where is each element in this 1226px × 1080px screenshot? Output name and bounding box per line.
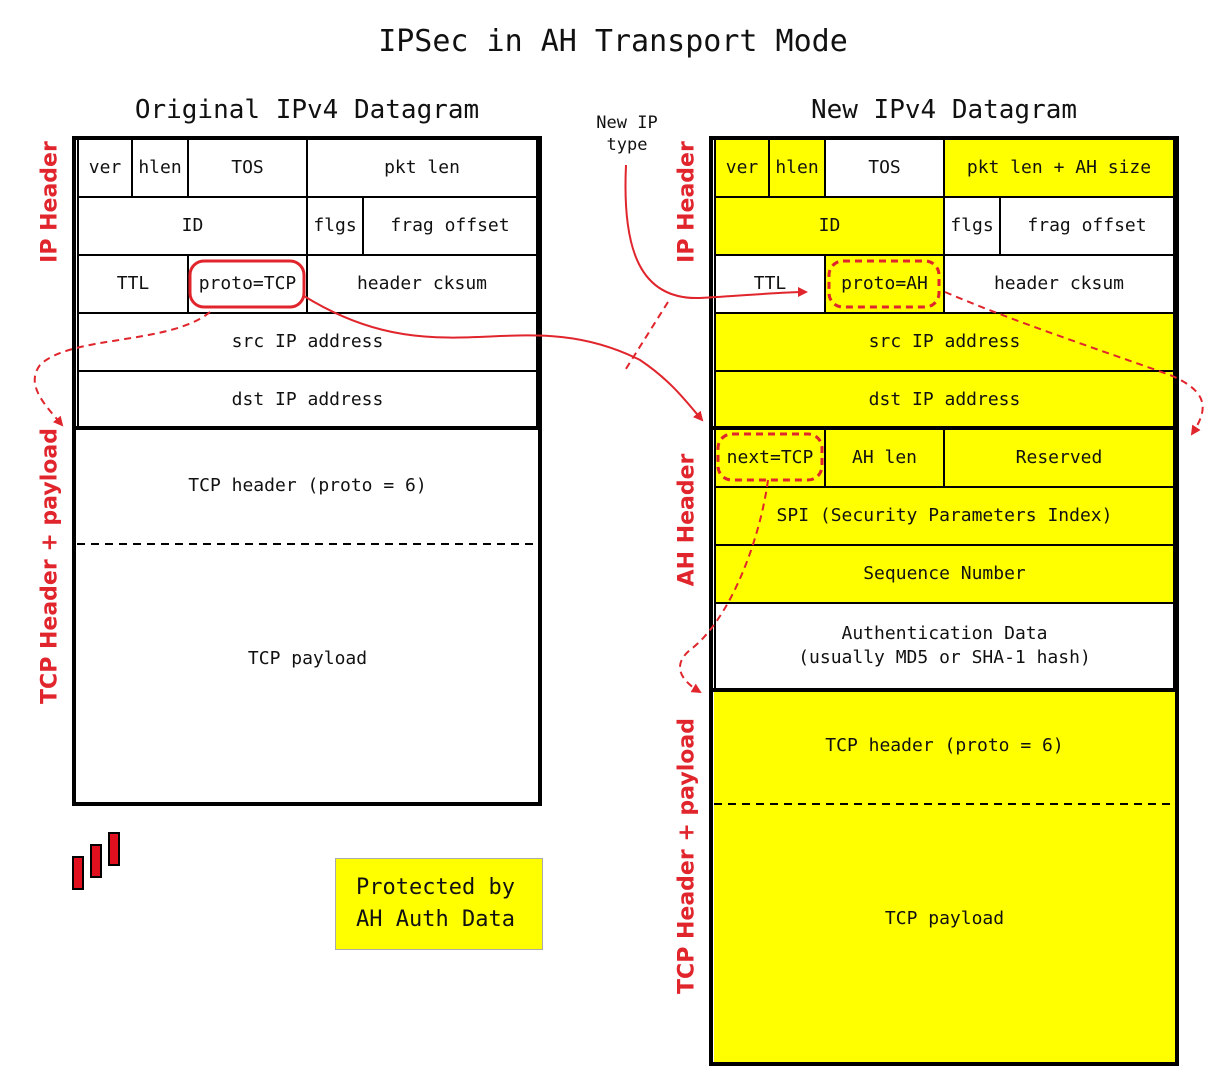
orig-proto-label: proto=TCP — [198, 272, 297, 294]
legend-box: Protected by AH Auth Data — [335, 858, 543, 950]
annotation-line2: type — [606, 135, 648, 156]
annotation-line1: New IP — [596, 113, 658, 133]
original-datagram-title: Original IPv4 Datagram — [134, 95, 480, 125]
new-datagram-title: New IPv4 Datagram — [810, 95, 1078, 125]
orig-dst-address-cell: dst IP address — [77, 370, 538, 430]
new-ah-len-cell: AH len — [824, 428, 945, 488]
orig-ip-tcp-divider — [72, 426, 542, 430]
orig-tcp-payload-label: TCP payload — [247, 648, 368, 669]
legend-line2: AH Auth Data — [356, 907, 515, 932]
new-ip-type-arrow — [624, 164, 808, 300]
new-next-highlight — [716, 432, 824, 482]
new-tcp-section — [714, 690, 1175, 1064]
new-dst-address-cell: dst IP address — [714, 370, 1175, 430]
orig-ttl-cell: TTL — [77, 254, 189, 314]
orig-proto-next-arrow — [33, 311, 211, 427]
new-ip-ah-divider — [709, 426, 1179, 430]
orig-hlen-cell: hlen — [131, 138, 189, 198]
new-proto-label: proto=AH — [841, 272, 928, 294]
new-ip-type-annotation: New IP type — [582, 112, 672, 156]
middle-dashed-link — [623, 301, 669, 373]
new-proto-highlight — [827, 259, 941, 309]
new-spi-cell: SPI (Security Parameters Index) — [714, 486, 1175, 546]
new-tos-cell: TOS — [824, 138, 945, 198]
diagram-title: IPSec in AH Transport Mode — [378, 24, 848, 59]
bar-logo-icon — [72, 830, 128, 894]
new-src-address-cell: src IP address — [714, 312, 1175, 372]
next-tcp-arrow — [678, 479, 769, 694]
new-proto-next-arrow — [944, 291, 1204, 436]
new-tcp-payload-label: TCP payload — [884, 908, 1005, 929]
legend-line1: Protected by — [356, 875, 515, 901]
orig-proto-cell: proto=TCP — [187, 254, 308, 314]
new-tcp-header-label: TCP header (proto = 6) — [825, 735, 1064, 756]
new-frag-offset-cell: frag offset — [999, 196, 1175, 256]
new-id-cell: ID — [714, 196, 945, 256]
orig-pkt-len-cell: pkt len — [306, 138, 538, 198]
new-auth-line2: (usually MD5 or SHA-1 hash) — [798, 647, 1091, 668]
new-auth-data-cell: Authentication Data (usually MD5 or SHA-… — [714, 602, 1175, 690]
new-header-cksum-cell: header cksum — [943, 254, 1175, 314]
orig-src-address-cell: src IP address — [77, 312, 538, 372]
new-ah-tcp-divider — [709, 688, 1179, 692]
orig-flgs-cell: flgs — [306, 196, 364, 256]
new-auth-line1: Authentication Data — [841, 622, 1048, 644]
new-next-label: next=TCP — [726, 446, 814, 468]
orig-proto-highlight — [188, 259, 306, 309]
proto-move-arrow — [303, 295, 704, 422]
new-pkt-len-cell: pkt len + AH size — [943, 138, 1175, 198]
orig-tcp-header-label: TCP header (proto = 6) — [188, 475, 427, 496]
